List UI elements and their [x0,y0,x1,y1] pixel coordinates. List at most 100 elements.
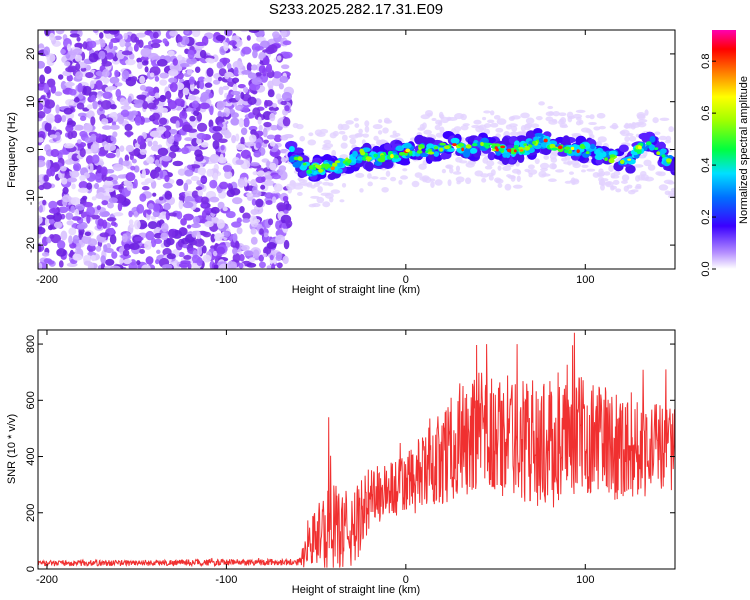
noise-speckle [50,148,60,158]
y-tick-label: 600 [25,391,37,409]
halo-speckle [321,146,331,151]
noise-speckle [83,123,93,133]
halo-speckle [517,131,528,135]
halo-speckle [664,190,671,196]
x-tick-label: 100 [576,574,594,586]
halo-speckle [349,138,357,145]
noise-speckle [134,116,142,126]
halo-speckle [539,162,550,170]
noise-speckle [88,40,97,49]
halo-speckle [430,181,435,189]
noise-speckle [282,117,291,127]
noise-speckle [139,148,147,155]
halo-speckle [538,101,545,106]
noise-speckle [183,255,192,260]
noise-speckle [69,170,80,178]
noise-speckle [280,64,290,70]
ridge-blob [660,148,667,154]
halo-speckle [585,114,591,119]
noise-speckle [149,72,155,78]
noise-speckle [71,216,82,221]
halo-speckle [460,124,469,131]
halo-speckle [599,171,606,177]
noise-speckle [272,71,282,79]
noise-speckle [278,170,288,181]
ridge-blob [361,147,371,153]
noise-speckle [130,33,138,43]
halo-speckle [364,125,370,133]
halo-speckle [392,130,397,136]
halo-speckle [317,186,323,193]
noise-speckle [41,251,50,257]
halo-speckle [658,135,667,141]
noise-speckle [94,182,100,190]
noise-speckle [128,46,133,52]
noise-speckle [216,246,226,255]
noise-speckle [212,140,220,150]
noise-speckle [122,160,130,167]
snr-x-axis: -200 -100 0 100 [36,330,594,586]
y-tick-label: 400 [25,447,37,465]
noise-speckle [180,218,187,226]
ridge-blob [661,154,666,158]
noise-speckle [73,96,80,103]
noise-speckle [119,145,125,153]
snr-panel: -200 -100 0 100 0 200 400 600 800 Height of str… [6,329,676,596]
halo-speckle [370,176,379,180]
colorbar-tick-label: 0.6 [700,105,712,120]
noise-speckle [91,196,97,201]
ridge-blob [618,144,629,153]
ridge-blob [390,154,394,159]
noise-speckle [133,165,140,173]
noise-speckle [168,128,178,135]
noise-speckle [97,218,104,227]
noise-speckle [222,57,228,67]
noise-speckle [72,253,83,261]
halo-speckle [440,116,450,124]
noise-speckle [38,60,46,69]
ridge-blob [416,149,423,154]
ridge-blob [648,144,656,151]
noise-speckle [237,178,246,188]
ridge-blob [507,148,512,153]
noise-speckle [161,264,173,269]
noise-speckle [188,145,200,152]
snr-x-label: Height of straight line (km) [292,584,420,596]
noise-speckle [191,230,197,238]
noise-speckle [44,122,52,132]
noise-speckle [138,39,144,49]
noise-speckle [48,208,59,214]
noise-speckle [56,248,67,257]
ridge-blob [487,151,496,161]
noise-speckle [185,107,194,112]
halo-speckle [453,126,462,132]
noise-speckle [135,32,147,38]
ridge-blob [346,159,352,164]
noise-speckle [179,62,190,68]
noise-speckle [85,72,94,79]
noise-speckle [61,177,68,185]
noise-speckle [76,224,86,230]
noise-speckle [167,50,175,57]
noise-speckle [219,181,229,190]
noise-speckle [66,220,74,226]
halo-speckle [402,168,408,172]
noise-speckle [86,244,96,252]
noise-speckle [262,67,267,77]
noise-speckle [76,36,81,42]
noise-speckle [55,30,65,35]
noise-speckle [95,133,103,143]
x-tick-label: 100 [576,274,594,286]
noise-speckle [65,99,75,106]
halo-speckle [624,136,630,142]
halo-speckle [511,125,518,132]
noise-speckle [129,242,140,250]
ridge-blob [534,132,544,137]
noise-speckle [241,46,252,55]
noise-speckle [120,109,130,118]
halo-speckle [419,123,425,131]
noise-speckle [141,60,149,66]
halo-speckle [297,177,304,182]
noise-speckle [159,79,168,86]
noise-speckle [141,185,150,191]
